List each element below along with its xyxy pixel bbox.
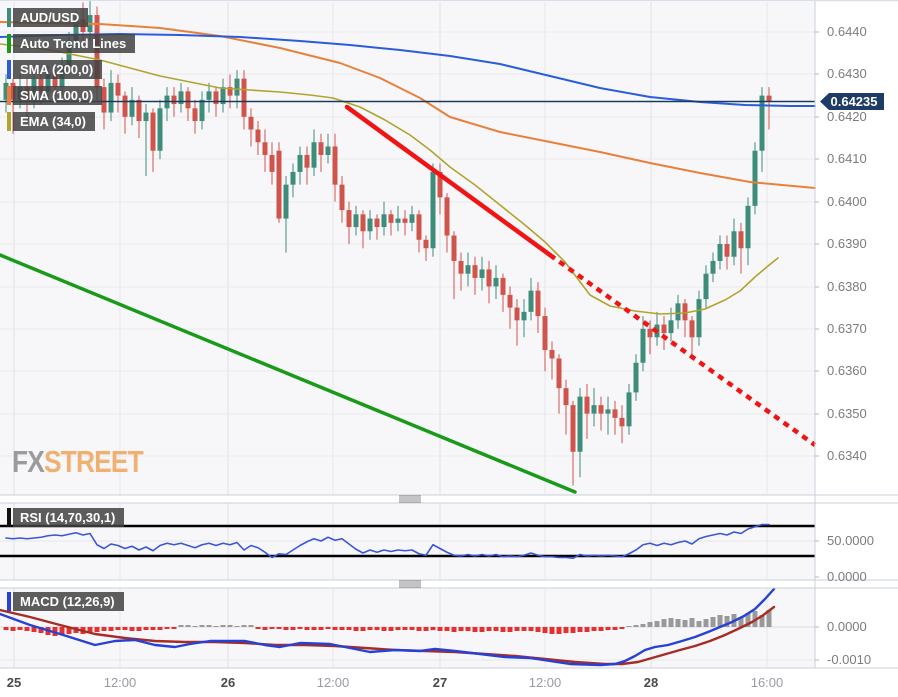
divider-grip-macd[interactable] <box>399 580 421 588</box>
legend-color-bar <box>7 86 11 105</box>
legend-color-bar <box>7 8 11 27</box>
legend-item-auto-trend-lines[interactable]: Auto Trend Lines <box>7 34 136 53</box>
legend-item-label: Auto Trend Lines <box>13 34 136 53</box>
price-axis-label: 0.6340 <box>827 448 867 463</box>
candles <box>3 0 772 486</box>
time-axis-label: 12:00 <box>103 675 137 690</box>
price-axis-label: 0.6410 <box>827 151 867 166</box>
legend-color-bar <box>7 34 11 53</box>
price-axis-label: 0.6380 <box>827 279 867 294</box>
macd-color-bar <box>7 592 11 611</box>
time-axis-label: 27 <box>432 675 448 690</box>
price-axis-label: 0.6360 <box>827 363 867 378</box>
legend-item-label: EMA (34,0) <box>13 112 95 131</box>
macd-label: MACD (12,26,9) <box>13 592 124 611</box>
legend-item-sma-100-0[interactable]: SMA (100,0) <box>7 86 103 105</box>
legend-color-bar <box>7 112 11 131</box>
legend-item-label: AUD/USD <box>13 8 89 27</box>
macd-legend-item[interactable]: MACD (12,26,9) <box>7 592 124 611</box>
rsi-legend-item[interactable]: RSI (14,70,30,1) <box>7 508 125 527</box>
time-axis-label: 16:00 <box>750 675 784 690</box>
price-axis-label: 0.6400 <box>827 194 867 209</box>
macd-histogram <box>3 610 772 636</box>
price-axis-label: 0.6350 <box>827 406 867 421</box>
rsi-color-bar <box>7 508 11 527</box>
time-axis-label: 26 <box>220 675 236 690</box>
legend-item-sma-200-0[interactable]: SMA (200,0) <box>7 60 103 79</box>
time-axis-label: 12:00 <box>528 675 562 690</box>
fxstreet-watermark: FXSTREET <box>12 444 144 480</box>
legend-item-label: SMA (200,0) <box>13 60 103 79</box>
legend-item-ema-34-0[interactable]: EMA (34,0) <box>7 112 95 131</box>
rsi-axis-label: 0.0000 <box>827 569 867 584</box>
rsi-axis-label: 50.0000 <box>827 533 874 548</box>
legend-item-label: SMA (100,0) <box>13 86 103 105</box>
price-axis-label: 0.6430 <box>827 66 867 81</box>
time-axis-label: 12:00 <box>316 675 350 690</box>
price-axis-label: 0.6390 <box>827 236 867 251</box>
macd-axis-label: 0.0000 <box>827 619 867 634</box>
divider-grip-rsi[interactable] <box>399 495 421 503</box>
price-axis-label: 0.6440 <box>827 24 867 39</box>
rsi-label: RSI (14,70,30,1) <box>13 508 125 527</box>
legend-item-aud-usd[interactable]: AUD/USD <box>7 8 89 27</box>
legend-color-bar <box>7 60 11 79</box>
current-price-badge: 0.64235 <box>820 93 884 110</box>
time-axis-label: 25 <box>6 675 22 690</box>
macd-axis-label: -0.0010 <box>827 652 872 667</box>
price-axis-label: 0.6420 <box>827 109 867 124</box>
fxstreet-watermark-street: STREET <box>43 444 144 479</box>
time-axis-label: 28 <box>643 675 659 690</box>
price-axis-label: 0.6370 <box>827 321 867 336</box>
fxstreet-watermark-fx: FX <box>12 444 45 479</box>
